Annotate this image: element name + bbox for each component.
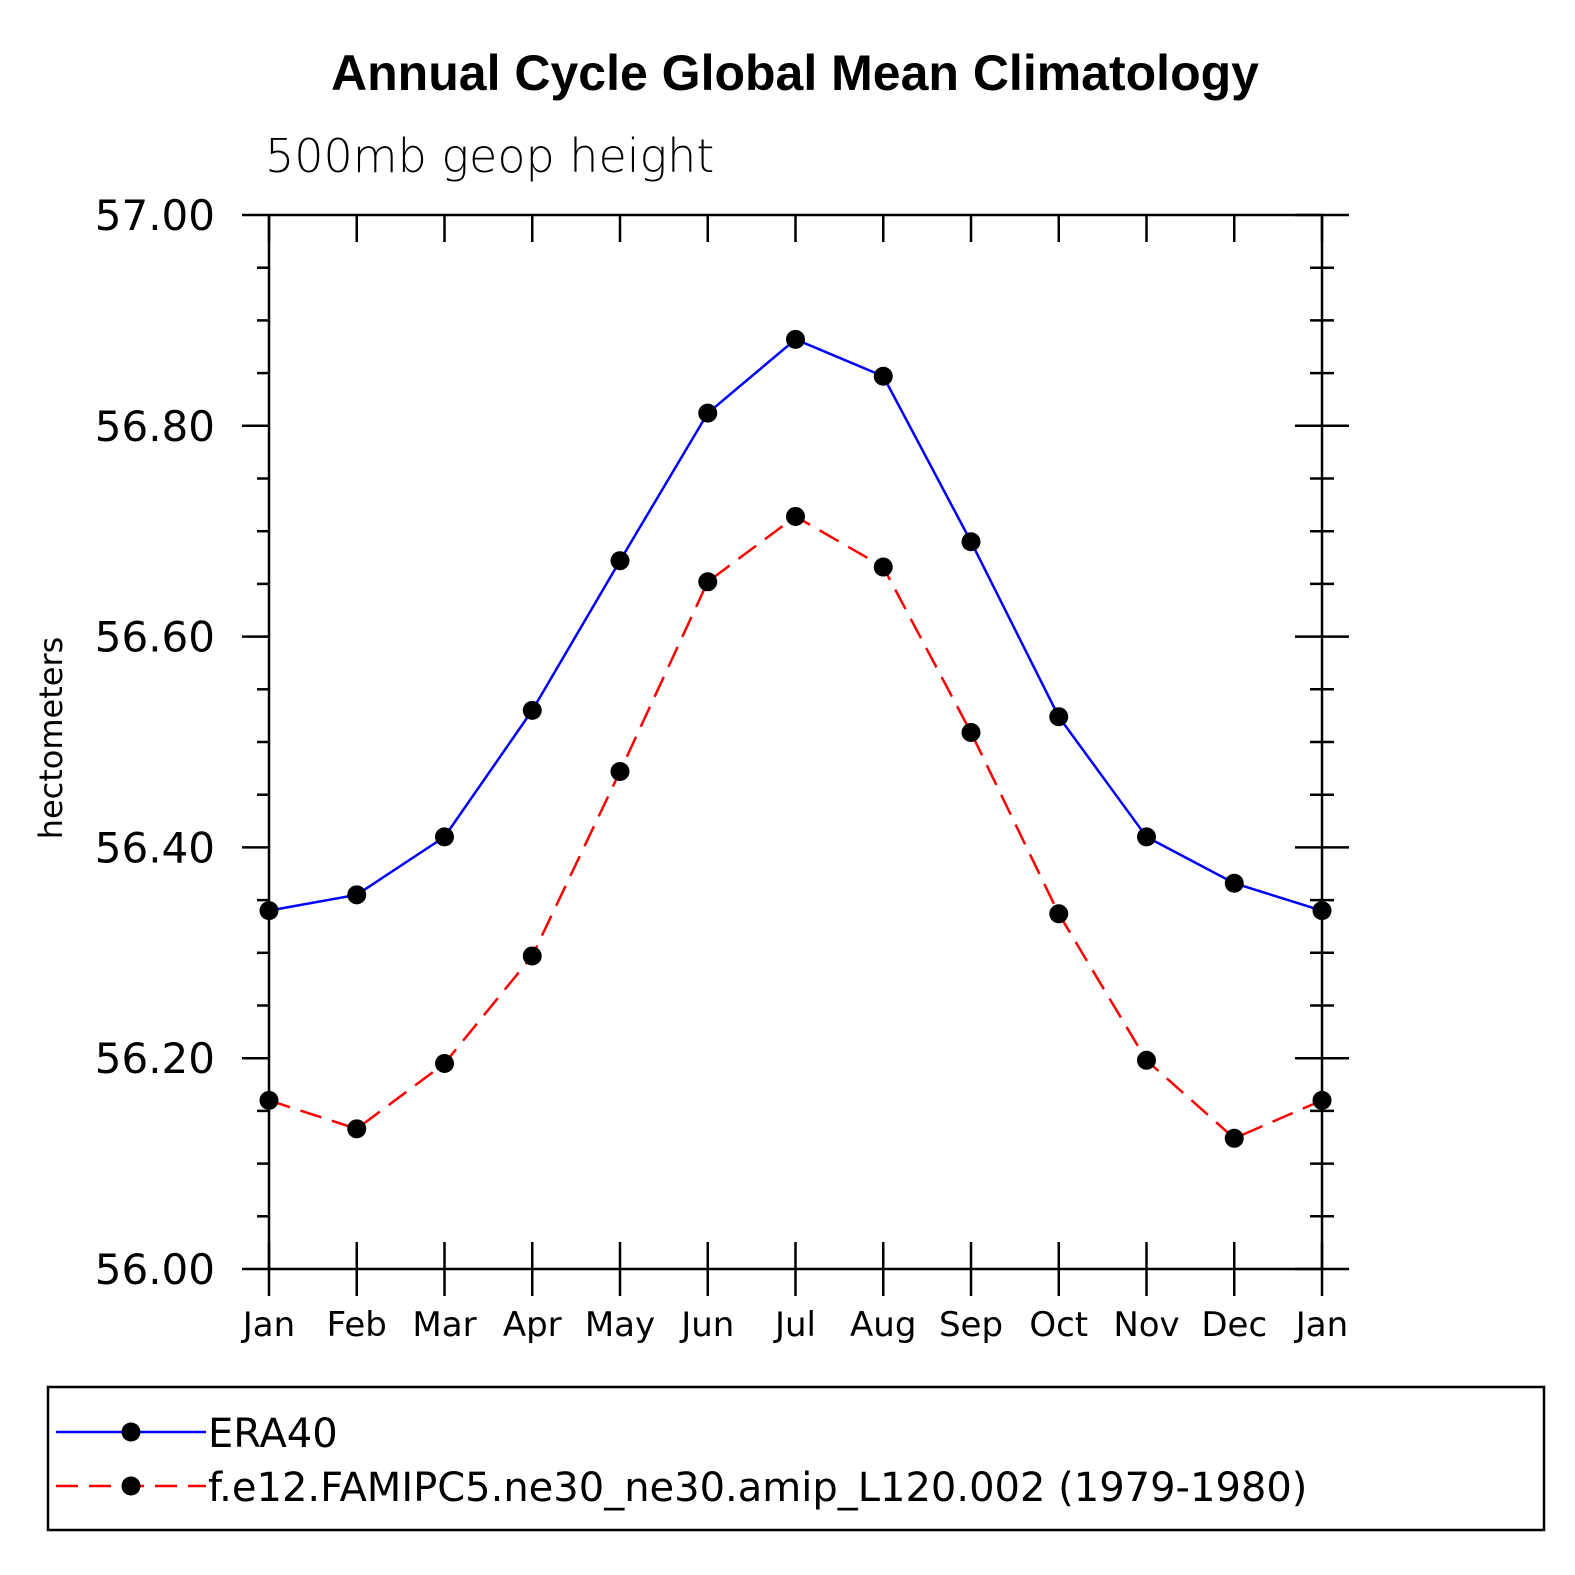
y-tick-label: 56.40 — [95, 823, 215, 872]
legend-swatch-marker — [121, 1476, 141, 1496]
data-point — [435, 1053, 454, 1073]
x-tick-label: Feb — [327, 1305, 387, 1345]
data-point — [259, 1090, 279, 1110]
chart-title: Annual Cycle Global Mean Climatology — [331, 45, 1259, 101]
x-tick-label: May — [585, 1305, 655, 1345]
chart-subtitle: 500mb geop height — [265, 129, 714, 183]
x-tick-label: Apr — [503, 1305, 562, 1345]
data-point — [610, 762, 630, 782]
axis-ticks — [242, 213, 1349, 1296]
y-tick-label: 57.00 — [95, 191, 215, 240]
x-tick-label: Mar — [412, 1305, 476, 1345]
data-point — [1049, 904, 1069, 924]
y-tick-labels: 56.00 56.20 56.40 56.60 56.80 57.00 — [95, 191, 215, 1294]
data-point — [522, 700, 542, 720]
y-tick-label: 56.00 — [95, 1245, 215, 1294]
data-point — [873, 366, 893, 386]
x-tick-label: Dec — [1201, 1305, 1267, 1345]
y-axis-label: hectometers — [32, 637, 70, 840]
data-point — [347, 1119, 367, 1139]
x-tick-label: Jan — [241, 1305, 295, 1345]
y-tick-label: 56.60 — [95, 613, 215, 662]
x-tick-label: Jun — [679, 1305, 734, 1345]
data-point — [698, 403, 718, 423]
data-point — [1312, 1090, 1332, 1110]
data-point — [522, 946, 542, 966]
legend-box — [46, 1385, 1546, 1532]
legend-label: f.e12.FAMIPC5.ne30_ne30.amip_L120.002 (1… — [208, 1465, 1307, 1511]
x-tick-label: Jan — [1294, 1305, 1348, 1345]
data-point — [259, 901, 279, 921]
series-line — [268, 514, 1323, 1140]
x-tick-label: Nov — [1113, 1305, 1179, 1345]
x-tick-label: Jul — [773, 1305, 816, 1345]
legend-swatch-marker — [121, 1422, 141, 1442]
data-point — [961, 723, 981, 743]
data-point — [1312, 901, 1332, 921]
data-point — [347, 885, 367, 905]
series-line — [268, 337, 1323, 912]
y-tick-label: 56.80 — [95, 402, 215, 451]
plot-frame — [267, 213, 1324, 1271]
data-point — [1049, 707, 1069, 727]
data-point — [873, 557, 893, 577]
data-point — [961, 532, 981, 552]
x-tick-label: Oct — [1029, 1305, 1088, 1345]
series-1 — [259, 329, 1332, 921]
legend-label: ERA40 — [208, 1411, 338, 1457]
data-point — [435, 827, 454, 847]
y-tick-label: 56.20 — [95, 1034, 215, 1083]
legend-item-2: f.e12.FAMIPC5.ne30_ne30.amip_L120.002 (1… — [56, 1465, 1307, 1511]
legend-item-1: ERA40 — [56, 1411, 338, 1457]
x-tick-label: Aug — [850, 1305, 916, 1345]
data-point — [610, 551, 630, 571]
data-point — [786, 506, 805, 526]
data-point — [786, 329, 805, 349]
data-point — [1137, 1050, 1156, 1070]
data-point — [1137, 827, 1156, 847]
data-point — [1224, 1128, 1244, 1148]
legend: ERA40 f.e12.FAMIPC5.ne30_ne30.amip_L120.0… — [46, 1385, 1546, 1532]
series-2 — [259, 506, 1332, 1148]
data-point — [1224, 873, 1244, 893]
series-layer — [259, 329, 1332, 1148]
x-tick-labels: Jan Feb Mar Apr May Jun Jul Aug Sep Oct Nov Dec Jan — [241, 1305, 1348, 1345]
x-tick-label: Sep — [939, 1305, 1003, 1345]
data-point — [698, 572, 718, 592]
